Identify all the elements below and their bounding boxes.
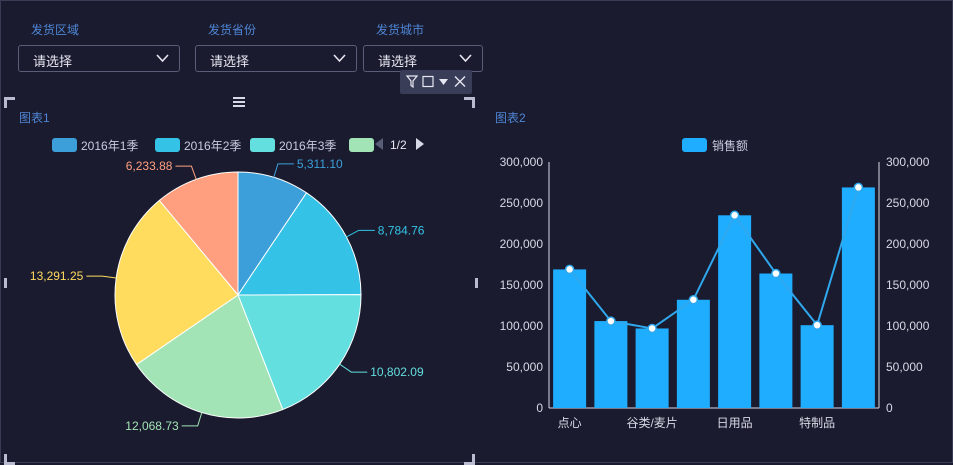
- label-leader-line: [181, 412, 203, 427]
- pie-data-label: 8,784.76: [378, 223, 425, 237]
- line-point[interactable]: [771, 268, 781, 279]
- legend-swatch[interactable]: [250, 138, 275, 152]
- y-tick-label: 0: [536, 401, 543, 415]
- filter-label-city: 发货城市: [376, 23, 425, 37]
- legend-swatch[interactable]: [155, 138, 180, 152]
- legend-label[interactable]: 2016年1季: [81, 139, 138, 153]
- pie-data-label: 6,233.88: [126, 159, 173, 173]
- y2-tick-label: 300,000: [886, 155, 930, 169]
- label-leader-line: [273, 163, 294, 178]
- province-select[interactable]: 请选择: [195, 45, 357, 72]
- legend-label[interactable]: 2016年3季: [279, 139, 336, 153]
- y-tick-label: 200,000: [500, 237, 544, 251]
- bar[interactable]: [553, 269, 587, 408]
- y-tick-label: 100,000: [500, 319, 544, 333]
- region-select-value: 请选择: [33, 54, 73, 69]
- chevron-down-icon: [459, 54, 472, 63]
- line-point[interactable]: [606, 316, 616, 326]
- pie-data-label: 5,311.10: [297, 157, 343, 171]
- line-point[interactable]: [647, 323, 657, 334]
- x-tick-label: 特制品: [799, 415, 835, 430]
- chart1-title: 图表1: [19, 111, 50, 125]
- selection-corner-top-right[interactable]: [464, 97, 475, 108]
- pie-data-label: 10,802.09: [370, 365, 424, 379]
- city-select[interactable]: 请选择: [363, 45, 483, 72]
- label-leader-line: [175, 165, 197, 180]
- x-tick-label: 点心: [558, 416, 582, 430]
- chevron-down-icon: [156, 54, 169, 63]
- legend-page-indicator: 1/2: [390, 138, 407, 152]
- x-tick-label: 谷类/麦片: [626, 416, 677, 430]
- y-tick-label: 300,000: [500, 155, 544, 169]
- label-leader-line: [86, 275, 117, 279]
- pie-data-label: 13,291.25: [30, 269, 84, 283]
- chart-toolbar: [400, 70, 472, 94]
- y2-tick-label: 50,000: [886, 360, 923, 374]
- y2-tick-label: 250,000: [886, 196, 930, 210]
- x-tick-label: 日用品: [717, 416, 753, 430]
- legend-prev-icon[interactable]: [375, 138, 384, 150]
- pie-chart: 2016年1季 2016年2季 2016年3季 5,311.10 8,784.76 10…: [30, 138, 425, 433]
- bar[interactable]: [718, 215, 752, 408]
- legend-swatch[interactable]: [682, 138, 707, 152]
- line-series: [568, 187, 860, 330]
- close-icon[interactable]: [454, 75, 466, 88]
- legend-label[interactable]: 销售额: [712, 138, 748, 153]
- line-point[interactable]: [688, 295, 699, 305]
- bar-line-chart: 销售额 0 50,000 100,000 150,000 200,000 250,000 30…: [500, 138, 930, 430]
- bar[interactable]: [841, 187, 875, 408]
- y2-tick-label: 150,000: [886, 278, 930, 292]
- bar[interactable]: [635, 328, 669, 408]
- chevron-down-icon: [333, 54, 346, 63]
- legend-next-icon[interactable]: [415, 138, 424, 150]
- y2-tick-label: 100,000: [886, 319, 930, 333]
- pie-slice[interactable]: [114, 199, 239, 366]
- pie-slice[interactable]: [158, 171, 239, 297]
- legend-swatch[interactable]: [52, 138, 77, 152]
- line-point[interactable]: [812, 320, 822, 330]
- label-leader-line: [339, 363, 368, 373]
- chart2-title: 图表2: [495, 111, 526, 125]
- y-tick-label: 250,000: [500, 196, 544, 210]
- city-select-value: 请选择: [378, 54, 418, 69]
- selection-corner-top-left[interactable]: [4, 97, 15, 108]
- pie-slice[interactable]: [237, 294, 362, 411]
- resize-handle-right[interactable]: [467, 278, 478, 288]
- caret-down-icon[interactable]: [439, 79, 448, 85]
- y2-tick-label: 0: [886, 401, 893, 415]
- square-icon[interactable]: [422, 75, 434, 88]
- drag-handle-icon[interactable]: [233, 97, 245, 109]
- resize-handle-left[interactable]: [4, 278, 15, 288]
- y-tick-label: 50,000: [506, 360, 543, 374]
- filter-icon[interactable]: [406, 75, 418, 88]
- legend-label[interactable]: 2016年2季: [184, 139, 241, 153]
- label-leader-line: [346, 229, 375, 238]
- region-select[interactable]: 请选择: [18, 45, 180, 72]
- filter-label-province: 发货省份: [208, 23, 257, 37]
- filter-label-region: 发货区域: [31, 23, 80, 37]
- line-point[interactable]: [853, 182, 864, 193]
- province-select-value: 请选择: [210, 54, 250, 69]
- bar[interactable]: [800, 325, 834, 408]
- bar[interactable]: [759, 273, 793, 408]
- line-point[interactable]: [564, 264, 575, 275]
- bar[interactable]: [594, 321, 628, 408]
- legend-swatch[interactable]: [349, 138, 374, 152]
- y-tick-label: 150,000: [500, 278, 544, 292]
- pie-slice[interactable]: [135, 294, 284, 419]
- pie-data-label: 12,068.73: [125, 419, 179, 433]
- line-point[interactable]: [729, 210, 740, 221]
- y2-tick-label: 200,000: [886, 237, 930, 251]
- bar[interactable]: [676, 299, 710, 408]
